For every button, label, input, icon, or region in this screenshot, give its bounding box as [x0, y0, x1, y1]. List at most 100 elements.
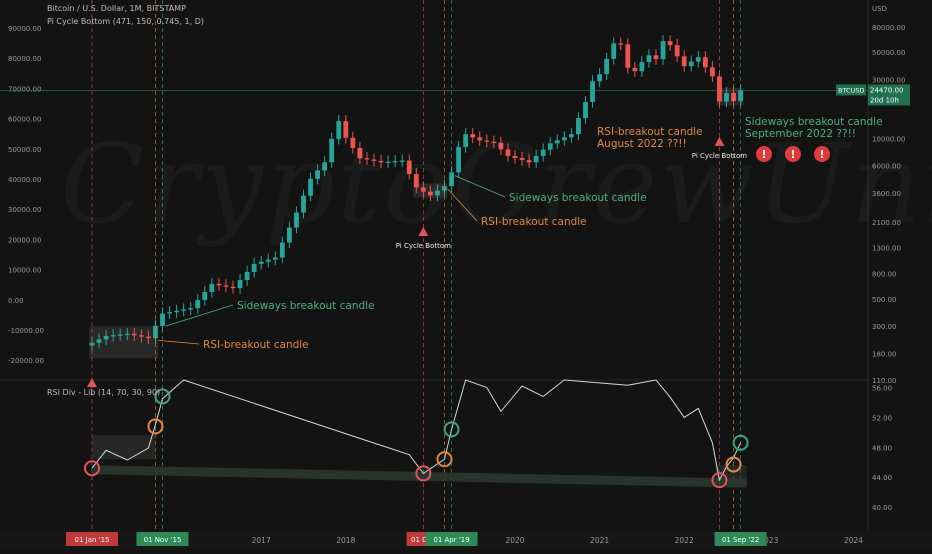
candle-body	[519, 158, 525, 161]
candle-body	[695, 57, 701, 62]
candle-body	[357, 148, 363, 159]
exclamation-badge	[756, 146, 772, 162]
candle-body	[399, 160, 405, 162]
rsi-circle	[443, 421, 460, 438]
candle-body	[364, 158, 370, 160]
candle-body	[174, 310, 179, 313]
candle-body	[146, 336, 151, 339]
symbol-title[interactable]: Bitcoin / U.S. Dollar, 1M, BITSTAMP	[47, 4, 186, 13]
rsi-circle	[147, 418, 164, 435]
time-axis-label: 2021	[590, 536, 609, 545]
candle-body	[435, 190, 440, 196]
price-badge	[868, 84, 910, 106]
exclamation-text: !	[819, 148, 824, 161]
candle-body	[322, 162, 328, 171]
time-highlight	[425, 532, 478, 546]
candle-body	[554, 140, 560, 144]
candle-body	[265, 259, 271, 262]
annotation-text: RSI-breakout candle	[481, 216, 587, 228]
candle-body	[724, 93, 729, 102]
candle-body	[717, 76, 722, 102]
right-axis-tick: 80000.00	[872, 24, 905, 32]
right-axis-tick: 300.00	[872, 323, 897, 331]
time-highlight	[136, 532, 189, 546]
candle-body	[315, 170, 320, 179]
candle-body	[625, 44, 631, 68]
candle-body	[371, 159, 377, 161]
left-axis-tick: 50000.00	[8, 146, 41, 154]
pi-cycle-label: Pi Cycle Bottom	[396, 242, 451, 250]
candle-body	[110, 335, 116, 337]
annotation-pointer	[447, 188, 478, 222]
candle-body	[738, 90, 743, 101]
countdown-label: 20d 10h	[870, 96, 899, 104]
candle-body	[167, 312, 172, 314]
candle-body	[526, 160, 532, 163]
right-axis-tick: 50000.00	[872, 49, 905, 57]
candle-body	[244, 271, 250, 281]
candle-body	[547, 143, 553, 150]
candle-body	[646, 55, 652, 63]
exclamation-text: !	[761, 148, 766, 161]
annotation-pointer	[454, 175, 506, 198]
exclamation-badge	[814, 146, 830, 162]
candle-body	[491, 141, 497, 143]
candle-body	[103, 335, 109, 340]
time-axis-label: 2024	[844, 536, 863, 545]
candle-body	[258, 261, 264, 264]
ticker-badge	[836, 84, 866, 96]
candle-body	[583, 102, 588, 119]
candle-body	[287, 227, 292, 243]
annotation-text: September 2022 ??!!	[745, 128, 856, 140]
candle-body	[124, 333, 130, 336]
time-highlight-label: 01 Nov '15	[144, 536, 182, 544]
ticker-label: BTCUSD	[838, 86, 864, 94]
right-axis-tick: 110.00	[872, 377, 897, 385]
candle-body	[251, 263, 257, 272]
candle-body	[160, 313, 165, 326]
rsi-circle	[154, 388, 171, 405]
left-axis-tick: 0.00	[8, 297, 24, 305]
right-axis-tick: 180.00	[872, 351, 897, 359]
annotation-text: RSI-breakout candle	[597, 126, 703, 138]
rsi-axis-tick: 52.00	[872, 414, 892, 422]
left-axis-tick: 30000.00	[8, 206, 41, 214]
left-axis-tick: -20000.00	[8, 357, 44, 365]
time-highlight-label: 01 Apr '19	[433, 536, 469, 544]
candle-body	[702, 57, 708, 68]
candle-body	[498, 142, 504, 150]
candle-body	[618, 43, 624, 45]
time-highlight-label: 01 Sep '22	[722, 536, 759, 544]
price-label: 24470.00	[870, 86, 903, 94]
rsi-axis-tick: 44.00	[872, 474, 892, 482]
time-axis-label: 2023	[759, 536, 778, 545]
annotation-text: August 2022 ??!!	[597, 138, 687, 150]
candle-body	[131, 333, 137, 336]
annotation-text: Sideways breakout candle	[237, 300, 375, 312]
candle-body	[576, 118, 581, 135]
rsi-line	[91, 379, 742, 482]
annotation-text: Sideways breakout candle	[509, 192, 647, 204]
time-highlight-label: 01 Dec	[411, 536, 436, 544]
candle-body	[428, 191, 433, 196]
candle-body	[505, 149, 511, 156]
candle-body	[138, 335, 144, 337]
right-axis-tick: 800.00	[872, 271, 897, 279]
candle-body	[329, 138, 335, 163]
left-axis-tick: -10000.00	[8, 327, 44, 335]
candle-body	[590, 81, 595, 103]
annotation-text: Sideways breakout candle	[745, 116, 883, 128]
time-axis-label: 2022	[675, 536, 694, 545]
time-highlight	[66, 532, 118, 546]
candle-body	[301, 195, 306, 213]
rsi-title[interactable]: RSI Div - Lib (14, 70, 30, 90)	[47, 388, 161, 397]
rsi-axis-tick: 48.00	[872, 444, 892, 452]
rsi-circle	[725, 456, 742, 473]
candle-body	[406, 160, 412, 175]
candle-body	[540, 149, 546, 156]
candle-body	[639, 62, 645, 72]
rsi-divergence-band	[92, 465, 747, 488]
left-axis-tick: 10000.00	[8, 267, 41, 275]
indicator-title[interactable]: Pi Cycle Bottom (471, 150, 0.745, 1, D)	[47, 17, 204, 26]
